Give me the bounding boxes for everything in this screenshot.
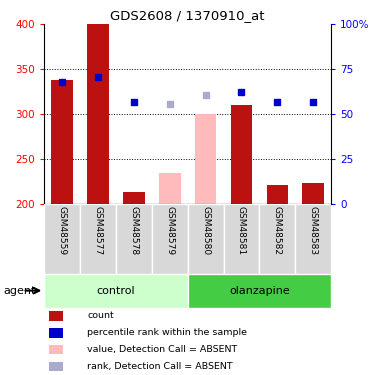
Bar xyxy=(231,105,252,204)
Bar xyxy=(49,362,63,371)
Title: GDS2608 / 1370910_at: GDS2608 / 1370910_at xyxy=(110,9,265,22)
Bar xyxy=(188,274,331,308)
Bar xyxy=(80,204,116,274)
Text: GSM48579: GSM48579 xyxy=(165,207,174,256)
Bar xyxy=(266,186,288,204)
Text: olanzapine: olanzapine xyxy=(229,286,290,296)
Text: percentile rank within the sample: percentile rank within the sample xyxy=(87,328,248,338)
Bar xyxy=(195,114,216,204)
Text: GSM48577: GSM48577 xyxy=(94,207,102,256)
Text: value, Detection Call = ABSENT: value, Detection Call = ABSENT xyxy=(87,345,238,354)
Bar xyxy=(259,204,295,274)
Bar xyxy=(295,204,331,274)
Text: GSM48578: GSM48578 xyxy=(129,207,139,256)
Bar xyxy=(44,274,188,308)
Text: GSM48559: GSM48559 xyxy=(58,207,67,256)
Bar xyxy=(52,80,73,204)
Bar xyxy=(116,204,152,274)
Text: count: count xyxy=(87,311,114,320)
Bar xyxy=(87,24,109,204)
Bar xyxy=(49,345,63,354)
Bar xyxy=(303,183,324,204)
Bar xyxy=(188,204,224,274)
Bar xyxy=(49,311,63,321)
Text: agent: agent xyxy=(4,286,36,296)
Text: GSM48580: GSM48580 xyxy=(201,207,210,256)
Text: GSM48582: GSM48582 xyxy=(273,207,282,255)
Text: GSM48583: GSM48583 xyxy=(309,207,318,256)
Bar xyxy=(49,328,63,338)
Text: rank, Detection Call = ABSENT: rank, Detection Call = ABSENT xyxy=(87,362,233,371)
Bar xyxy=(44,204,80,274)
Text: control: control xyxy=(97,286,135,296)
Bar xyxy=(123,192,145,204)
Bar xyxy=(224,204,259,274)
Bar xyxy=(152,204,188,274)
Bar xyxy=(159,173,181,204)
Text: GSM48581: GSM48581 xyxy=(237,207,246,256)
